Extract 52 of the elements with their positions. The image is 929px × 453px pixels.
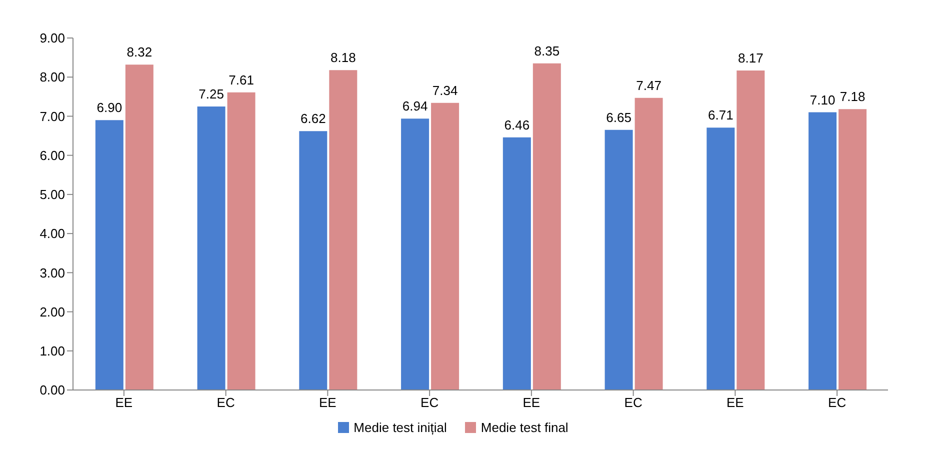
- data-label: 7.25: [198, 86, 224, 102]
- data-label: 6.94: [402, 98, 428, 114]
- bar: [299, 131, 328, 390]
- data-label: 6.90: [96, 100, 122, 116]
- bar: [634, 98, 663, 390]
- x-tick-label: EC: [420, 395, 439, 410]
- y-tick-label: 6.00: [40, 148, 65, 163]
- data-label: 7.34: [432, 82, 458, 98]
- x-tick-label: EE: [319, 395, 337, 410]
- bar: [95, 120, 124, 390]
- data-label: 6.46: [504, 117, 530, 132]
- bar: [125, 64, 154, 390]
- bar: [736, 70, 765, 390]
- legend-label: Medie test final: [480, 420, 568, 435]
- bar: [808, 112, 837, 390]
- bar: [706, 128, 735, 390]
- data-label: 8.32: [126, 44, 152, 60]
- data-label: 8.35: [534, 43, 560, 58]
- data-label: 7.10: [810, 92, 836, 108]
- bar: [838, 109, 867, 390]
- x-tick-label: EC: [828, 395, 846, 410]
- y-tick-label: 8.00: [40, 70, 65, 85]
- bar: [401, 118, 430, 390]
- x-tick-label: EC: [216, 395, 235, 410]
- bar: [329, 70, 358, 390]
- y-tick-label: 9.00: [40, 30, 65, 46]
- data-label: 7.47: [636, 78, 662, 93]
- y-tick-label: 5.00: [40, 187, 65, 202]
- x-tick-label: EE: [522, 395, 540, 410]
- x-tick-label: EC: [624, 395, 642, 410]
- bar: [227, 92, 256, 390]
- y-tick-label: 0.00: [40, 382, 65, 398]
- y-tick-label: 4.00: [40, 226, 65, 242]
- data-label: 8.17: [738, 50, 764, 66]
- data-label: 6.71: [708, 108, 734, 123]
- y-tick-label: 7.00: [40, 108, 65, 124]
- y-tick-label: 3.00: [40, 265, 65, 280]
- legend-label: Medie test inițial: [354, 420, 447, 435]
- bar: [431, 102, 460, 390]
- data-label: 8.18: [330, 50, 356, 66]
- data-label: 7.61: [228, 72, 254, 88]
- y-tick-label: 2.00: [40, 304, 65, 320]
- y-tick-label: 1.00: [40, 344, 65, 359]
- bar: [197, 106, 226, 390]
- data-label: 7.18: [840, 89, 866, 104]
- data-label: 6.65: [606, 110, 632, 125]
- bar: [502, 137, 531, 390]
- bar: [532, 63, 561, 390]
- bar: [604, 130, 633, 390]
- data-label: 6.62: [300, 111, 326, 126]
- x-tick-label: EE: [115, 395, 133, 410]
- x-tick-label: EE: [726, 395, 744, 410]
